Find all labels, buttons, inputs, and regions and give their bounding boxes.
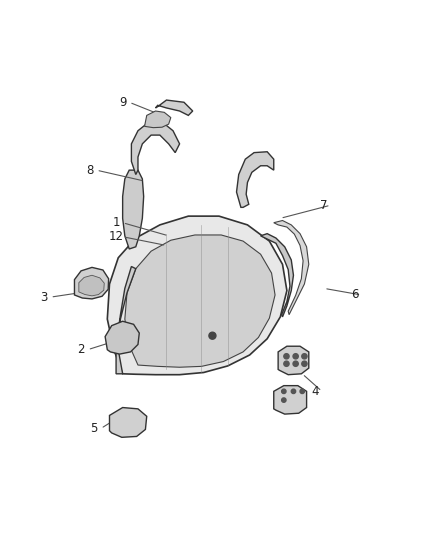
Circle shape <box>291 389 296 393</box>
Circle shape <box>284 354 289 359</box>
Polygon shape <box>123 170 144 249</box>
Circle shape <box>209 332 216 339</box>
Text: 7: 7 <box>320 199 328 212</box>
Text: 4: 4 <box>311 385 319 398</box>
Text: 2: 2 <box>77 343 85 356</box>
Polygon shape <box>79 275 104 296</box>
Polygon shape <box>155 100 193 115</box>
Polygon shape <box>105 321 139 354</box>
Polygon shape <box>274 221 309 314</box>
Text: 5: 5 <box>91 422 98 435</box>
Circle shape <box>293 361 298 366</box>
Polygon shape <box>261 233 293 317</box>
Text: 3: 3 <box>40 290 47 304</box>
Polygon shape <box>131 122 180 174</box>
Polygon shape <box>116 266 136 374</box>
Circle shape <box>293 354 298 359</box>
Polygon shape <box>107 216 287 375</box>
Circle shape <box>284 361 289 366</box>
Text: 9: 9 <box>119 96 127 109</box>
Polygon shape <box>125 235 275 367</box>
Polygon shape <box>145 111 171 128</box>
Polygon shape <box>110 408 147 437</box>
Text: 8: 8 <box>86 164 93 176</box>
Text: 1: 1 <box>112 216 120 229</box>
Text: 12: 12 <box>109 230 124 243</box>
Circle shape <box>300 389 304 393</box>
Polygon shape <box>274 386 307 414</box>
Polygon shape <box>237 152 274 207</box>
Circle shape <box>302 354 307 359</box>
Circle shape <box>282 389 286 393</box>
Text: 6: 6 <box>351 288 359 302</box>
Polygon shape <box>74 268 109 299</box>
Polygon shape <box>278 346 309 375</box>
Circle shape <box>282 398 286 402</box>
Circle shape <box>302 361 307 366</box>
